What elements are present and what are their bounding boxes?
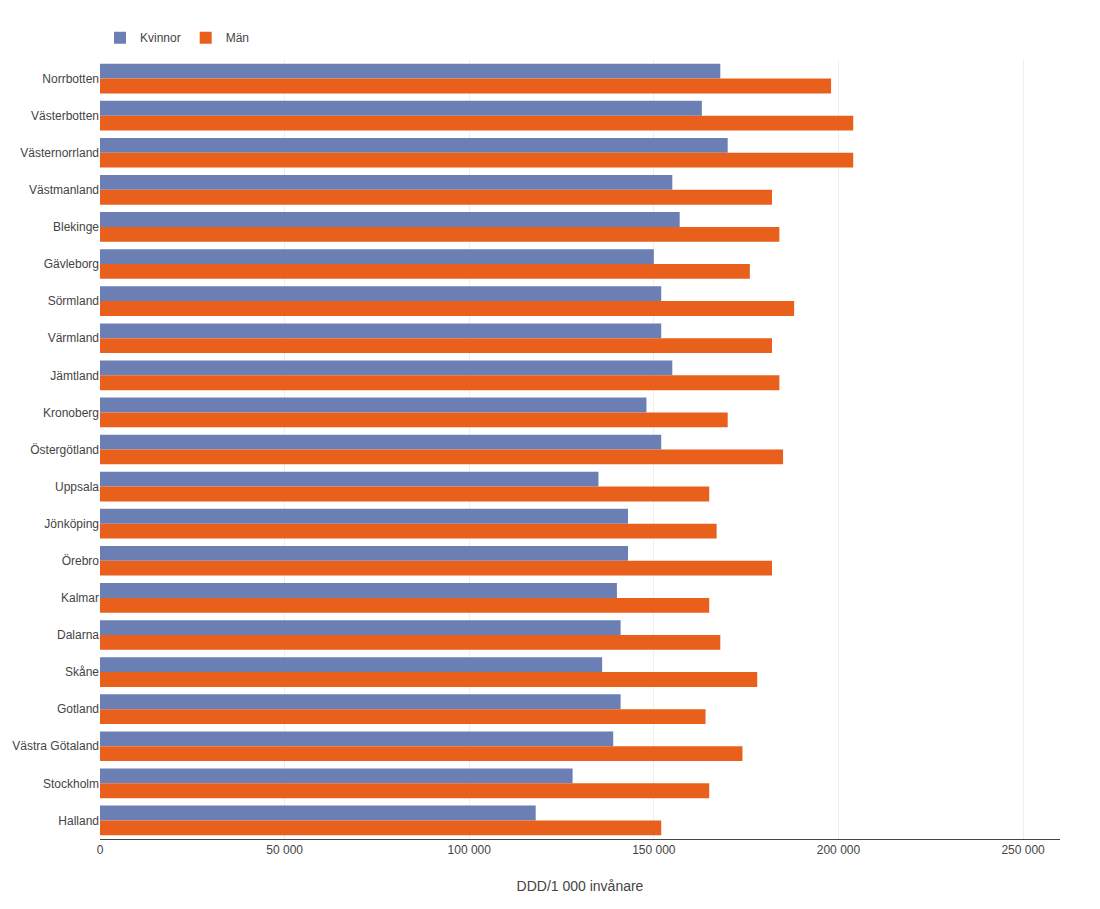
svg-text:Stockholm: Stockholm xyxy=(43,777,99,791)
svg-text:DDD/1 000 invånare: DDD/1 000 invånare xyxy=(517,878,644,894)
svg-text:Norrbotten: Norrbotten xyxy=(42,72,99,86)
svg-text:Gotland: Gotland xyxy=(57,702,99,716)
svg-text:Blekinge: Blekinge xyxy=(53,220,99,234)
svg-text:Dalarna: Dalarna xyxy=(57,628,99,642)
svg-text:Halland: Halland xyxy=(58,814,99,828)
svg-text:Västmanland: Västmanland xyxy=(29,183,99,197)
svg-text:Västra Götaland: Västra Götaland xyxy=(12,739,99,753)
svg-text:Värmland: Värmland xyxy=(48,331,99,345)
svg-text:Skåne: Skåne xyxy=(65,665,99,679)
svg-text:150 000: 150 000 xyxy=(632,843,676,857)
svg-text:Sörmland: Sörmland xyxy=(48,294,99,308)
svg-text:100 000: 100 000 xyxy=(448,843,492,857)
svg-text:Västerbotten: Västerbotten xyxy=(31,109,99,123)
svg-text:Gävleborg: Gävleborg xyxy=(44,257,99,271)
svg-text:Kvinnor: Kvinnor xyxy=(140,31,181,45)
svg-text:250 000: 250 000 xyxy=(1001,843,1045,857)
svg-text:0: 0 xyxy=(97,843,104,857)
svg-text:Örebro: Örebro xyxy=(62,554,100,568)
svg-text:50 000: 50 000 xyxy=(266,843,303,857)
svg-text:Män: Män xyxy=(226,31,249,45)
svg-text:Uppsala: Uppsala xyxy=(55,480,99,494)
svg-text:200 000: 200 000 xyxy=(817,843,861,857)
svg-text:Östergötland: Östergötland xyxy=(30,443,99,457)
svg-text:Kronoberg: Kronoberg xyxy=(43,406,99,420)
svg-text:Jönköping: Jönköping xyxy=(44,517,99,531)
svg-text:Jämtland: Jämtland xyxy=(50,369,99,383)
svg-text:Kalmar: Kalmar xyxy=(61,591,99,605)
svg-text:Västernorrland: Västernorrland xyxy=(20,146,99,160)
